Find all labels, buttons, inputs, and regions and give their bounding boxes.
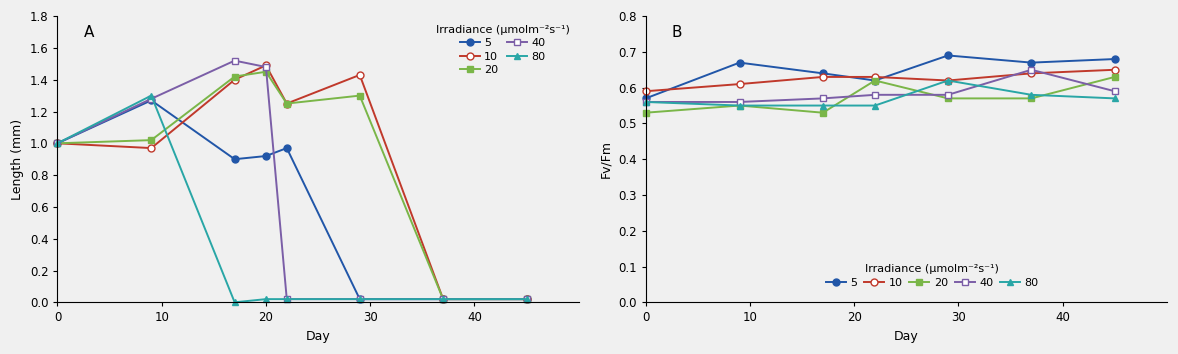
X-axis label: Day: Day <box>894 330 919 343</box>
Y-axis label: Length (mm): Length (mm) <box>11 119 24 200</box>
Legend: 5, 10, 20, 40, 80: 5, 10, 20, 40, 80 <box>823 261 1041 291</box>
Y-axis label: Fv/Fm: Fv/Fm <box>600 140 613 178</box>
Text: A: A <box>84 25 94 40</box>
Legend: 5, 10, 20, 40, 80: 5, 10, 20, 40, 80 <box>432 22 573 78</box>
X-axis label: Day: Day <box>305 330 330 343</box>
Text: B: B <box>671 25 682 40</box>
